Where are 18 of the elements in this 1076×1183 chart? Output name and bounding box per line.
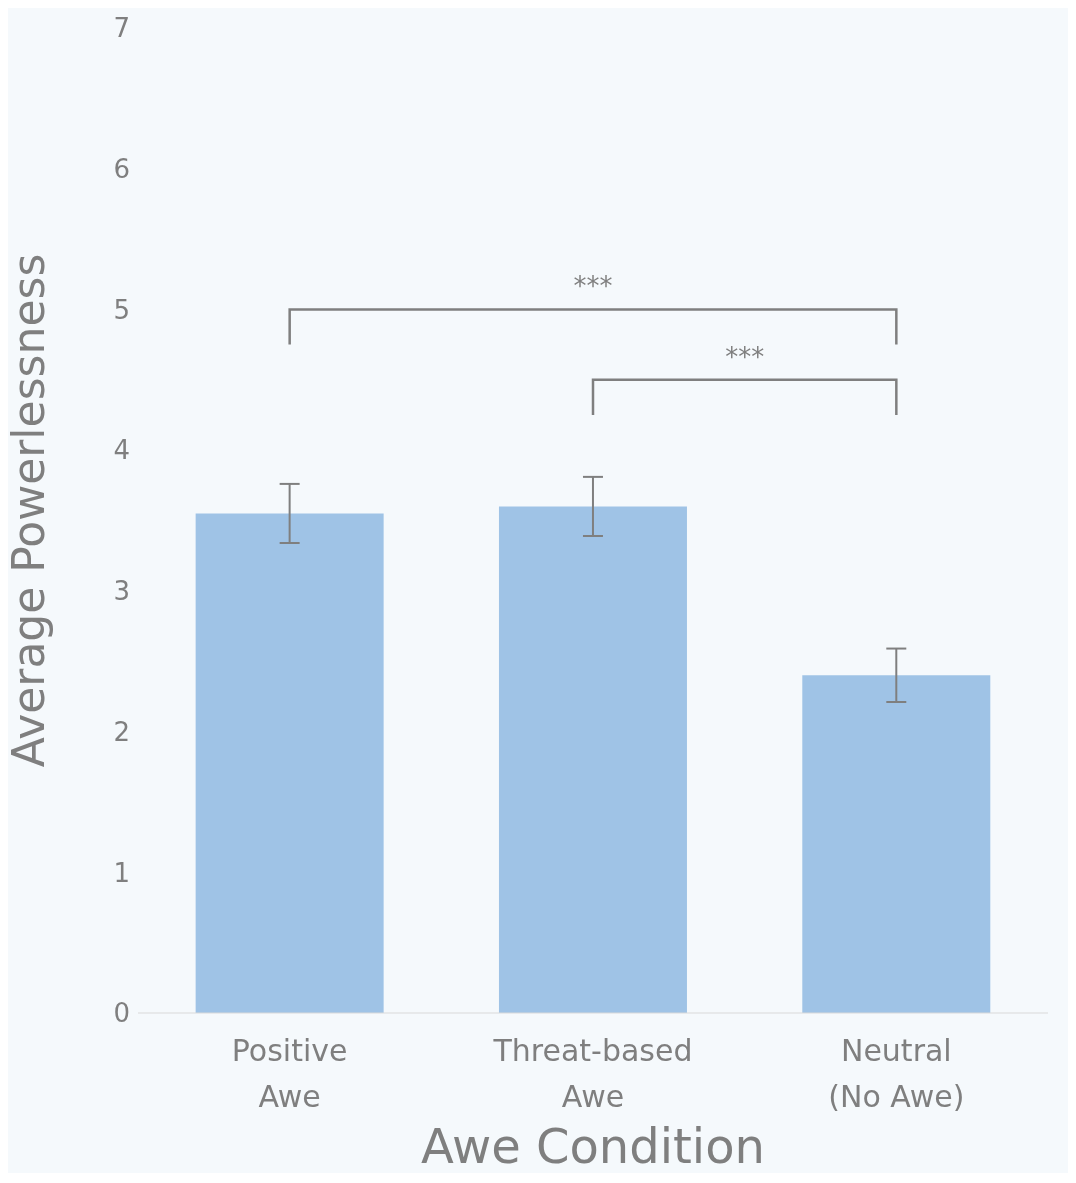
y-tick-label: 1 — [113, 857, 130, 888]
y-tick-label: 7 — [113, 13, 130, 44]
bar — [498, 506, 687, 1013]
bar — [802, 675, 991, 1013]
annotation: *** — [725, 341, 765, 372]
y-tick-label: 4 — [113, 435, 130, 466]
x-tick-label: Positive Awe — [231, 1033, 348, 1114]
y-tick-label: 3 — [113, 576, 130, 607]
y-axis-title: Average Powerlessness — [2, 253, 54, 768]
y-tick-label: 0 — [113, 998, 130, 1029]
x-tick-label: Threat-based Awe — [492, 1033, 693, 1114]
bar — [195, 513, 384, 1013]
x-axis-title: Awe Condition — [421, 1118, 765, 1174]
x-tick-label: Neutral (No Awe) — [828, 1033, 965, 1114]
y-tick-label: 2 — [113, 716, 130, 747]
y-tick-label: 6 — [113, 153, 130, 184]
annotation: *** — [573, 271, 613, 302]
y-tick-label: 5 — [113, 294, 130, 325]
